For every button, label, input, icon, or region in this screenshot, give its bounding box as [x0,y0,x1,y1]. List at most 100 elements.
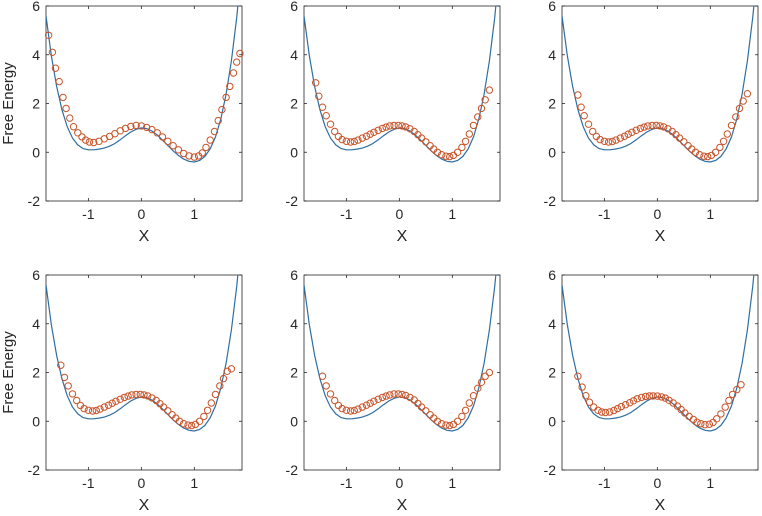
sample-marker [164,137,172,146]
sample-marker [322,112,330,120]
sample-marker [642,392,650,401]
y-axis-label: Free Energy [0,62,17,145]
sample-marker [207,399,216,407]
x-tick-label: -1 [340,206,353,222]
y-tick-label: 2 [290,365,298,381]
sample-marker [374,395,382,403]
y-tick-label: 0 [32,144,40,160]
sample-marker [578,383,586,391]
y-tick-label: -2 [544,193,557,209]
sample-marker [85,138,94,146]
sample-marker [326,390,335,398]
sample-marker [57,361,65,369]
sample-marker [346,138,355,146]
sample-marker [485,86,494,94]
sample-marker [716,143,724,152]
sample-marker [342,406,351,414]
sample-marker [68,390,77,398]
y-tick-label: 2 [32,96,40,112]
sample-marker [590,403,598,411]
sample-marker [322,382,330,390]
sample-marker [84,406,93,414]
sample-marker [656,122,664,130]
x-tick-label: 0 [395,475,403,491]
sample-marker [188,421,196,430]
sample-marker [601,408,610,417]
sample-marker [148,125,156,134]
sample-marker [175,417,184,425]
x-axis-label: X [397,497,408,514]
sample-marker [354,136,362,144]
sample-marker [112,397,120,405]
sample-marker [422,407,430,415]
sample-marker [180,420,188,428]
y-tick-label: 6 [32,267,40,283]
sample-marker [120,393,129,402]
sample-marker [649,392,657,400]
sample-marker [616,134,624,142]
subplot-4: Free Energy X -2 0 2 4 6 -1 0 1 [0,267,243,514]
x-tick-label: -1 [82,475,95,491]
sample-marker [216,382,224,390]
sample-marker [382,392,390,400]
y-tick-label: -2 [286,193,299,209]
sample-marker [390,121,398,130]
y-axis-label: Free Energy [0,331,17,414]
sample-marker [657,393,666,401]
sample-marker [598,408,606,416]
sample-marker [697,420,705,428]
sample-marker [124,392,132,400]
sample-marker [580,112,588,120]
sample-marker [438,420,446,428]
sample-marker [398,390,406,399]
sample-marker [446,421,454,430]
x-tick-label: 1 [190,475,198,491]
sample-marker [719,137,728,146]
y-tick-label: 0 [290,144,298,160]
x-tick-label: -1 [598,206,611,222]
sample-marker [485,368,494,377]
sample-marker [474,113,482,121]
y-tick-label: 6 [290,0,298,14]
sample-marker [315,92,323,100]
y-tick-label: 4 [290,316,298,332]
sample-marker [219,374,228,383]
axes-box [561,274,759,471]
free-energy-curve [562,6,755,163]
sample-marker [458,412,466,421]
sample-marker [442,421,450,429]
sample-marker [717,410,725,418]
sample-marker [660,123,668,131]
sample-marker [100,403,109,411]
sample-marker [596,135,604,144]
sample-marker [574,372,582,380]
sample-marker [390,390,398,398]
sample-marker [104,401,113,409]
sample-marker [198,149,207,157]
sample-marker [433,148,442,157]
y-tick-label: 0 [290,413,298,429]
y-tick-label: 6 [290,267,298,283]
sample-marker [66,114,74,122]
sample-marker [612,136,620,144]
sample-marker [370,128,378,137]
sample-marker [691,148,700,157]
sample-marker [477,378,486,386]
y-tick-label: 4 [32,47,40,63]
sample-marker [136,390,145,399]
sample-marker [648,121,656,130]
sample-marker [653,392,662,400]
sample-marker [394,390,402,398]
x-axis-label: X [655,228,666,245]
x-tick-label: 0 [137,475,145,491]
sample-marker [446,152,454,161]
sample-marker [481,96,489,104]
sample-marker [236,49,244,58]
sample-marker [185,152,193,160]
sample-marker [59,93,67,102]
sample-marker [51,64,60,72]
x-axis-label: X [139,228,150,245]
free-energy-curve [562,275,755,432]
x-tick-label: -1 [598,475,611,491]
